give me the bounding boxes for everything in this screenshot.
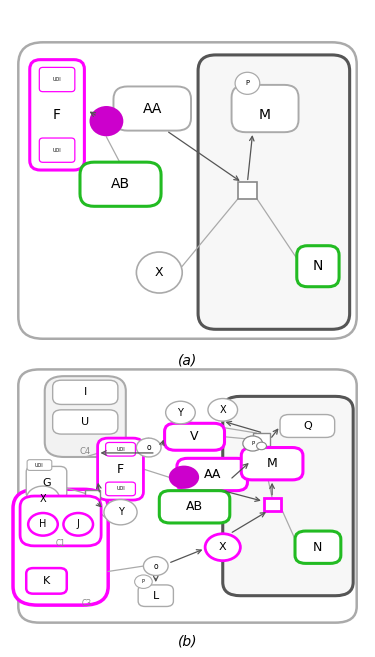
Text: V: V (190, 430, 199, 443)
Text: X: X (155, 266, 164, 279)
Text: AA: AA (204, 468, 221, 481)
Text: UOI: UOI (116, 447, 125, 452)
Text: F: F (53, 108, 61, 122)
Text: M: M (259, 108, 271, 122)
FancyBboxPatch shape (223, 396, 353, 596)
Bar (264, 497, 280, 510)
Text: P: P (251, 441, 254, 446)
FancyBboxPatch shape (20, 496, 101, 546)
Circle shape (235, 72, 260, 95)
Text: UOI: UOI (35, 463, 44, 468)
Text: N: N (313, 260, 323, 273)
Circle shape (26, 486, 60, 511)
FancyBboxPatch shape (241, 447, 303, 480)
Circle shape (166, 401, 195, 424)
Text: Y: Y (118, 507, 123, 517)
Circle shape (208, 399, 237, 421)
Bar (238, 183, 256, 198)
Circle shape (136, 252, 182, 293)
Text: C3: C3 (82, 599, 92, 608)
Text: X: X (219, 542, 226, 553)
Text: UOI: UOI (53, 77, 62, 82)
FancyBboxPatch shape (106, 482, 135, 496)
Text: o: o (146, 443, 151, 452)
Text: H: H (39, 519, 46, 530)
Circle shape (90, 106, 123, 136)
FancyBboxPatch shape (295, 531, 341, 564)
FancyBboxPatch shape (114, 87, 191, 131)
Text: X: X (219, 405, 226, 415)
FancyBboxPatch shape (53, 380, 118, 405)
Circle shape (135, 575, 152, 589)
FancyBboxPatch shape (198, 55, 350, 329)
Text: Q: Q (303, 421, 312, 431)
Circle shape (136, 438, 161, 457)
FancyBboxPatch shape (138, 585, 173, 606)
Bar (253, 433, 270, 446)
Text: UOI: UOI (116, 486, 125, 491)
Text: UOI: UOI (53, 148, 62, 152)
Text: o: o (153, 562, 158, 570)
FancyBboxPatch shape (80, 162, 161, 206)
FancyBboxPatch shape (280, 415, 334, 438)
Circle shape (63, 513, 93, 535)
Text: (b): (b) (178, 634, 197, 648)
Text: U: U (81, 417, 89, 427)
Text: M: M (267, 457, 278, 470)
Circle shape (243, 436, 262, 451)
Text: AA: AA (142, 102, 162, 116)
FancyBboxPatch shape (13, 489, 108, 605)
Bar (85, 490, 100, 502)
FancyBboxPatch shape (106, 442, 135, 456)
FancyBboxPatch shape (177, 459, 248, 491)
Text: AB: AB (186, 501, 203, 513)
Text: P: P (245, 80, 249, 86)
FancyBboxPatch shape (39, 138, 75, 162)
Text: (a): (a) (178, 353, 197, 367)
Circle shape (28, 513, 58, 535)
FancyBboxPatch shape (231, 85, 298, 132)
FancyBboxPatch shape (18, 369, 357, 623)
Text: P: P (142, 579, 145, 584)
FancyBboxPatch shape (165, 423, 225, 450)
Text: G: G (42, 478, 51, 487)
Text: K: K (43, 576, 50, 586)
FancyBboxPatch shape (98, 438, 143, 500)
Text: N: N (313, 541, 322, 554)
Text: I: I (84, 388, 87, 397)
Circle shape (205, 533, 240, 560)
FancyBboxPatch shape (53, 410, 118, 434)
Text: X: X (40, 493, 46, 504)
FancyBboxPatch shape (27, 460, 52, 470)
FancyBboxPatch shape (45, 376, 126, 457)
FancyBboxPatch shape (297, 246, 339, 286)
Text: L: L (153, 591, 159, 600)
FancyBboxPatch shape (26, 568, 67, 594)
Text: C1: C1 (56, 539, 66, 548)
FancyBboxPatch shape (39, 68, 75, 92)
Text: F: F (117, 463, 124, 476)
FancyBboxPatch shape (18, 42, 357, 339)
Text: C4: C4 (80, 447, 91, 456)
Circle shape (256, 442, 267, 449)
Circle shape (143, 556, 168, 576)
Text: AB: AB (111, 177, 130, 191)
Text: J: J (77, 519, 80, 530)
Circle shape (169, 466, 199, 489)
FancyBboxPatch shape (26, 466, 67, 499)
FancyBboxPatch shape (30, 60, 84, 170)
FancyBboxPatch shape (159, 491, 230, 523)
Circle shape (104, 499, 137, 525)
Text: Y: Y (177, 407, 183, 418)
